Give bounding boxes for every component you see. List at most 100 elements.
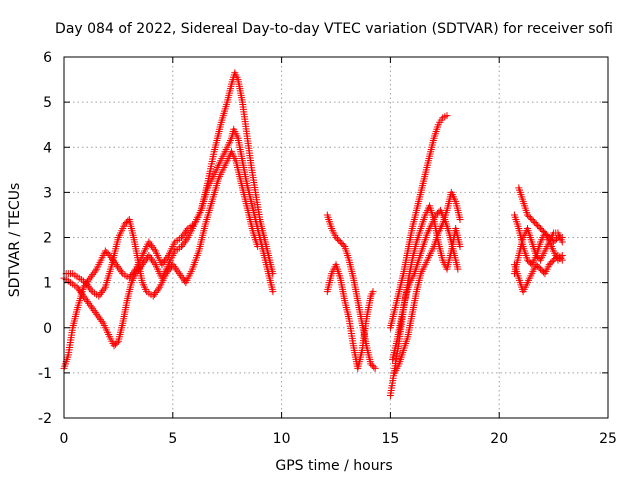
data-point — [114, 262, 122, 270]
data-point — [97, 289, 105, 297]
data-point — [526, 214, 534, 222]
data-point — [269, 288, 277, 296]
data-point — [152, 289, 160, 297]
data-point — [178, 243, 186, 251]
series-track-7 — [386, 112, 451, 332]
data-point — [532, 220, 540, 228]
data-point — [122, 218, 130, 226]
data-point — [553, 235, 561, 243]
data-point — [537, 265, 545, 273]
data-point — [180, 239, 188, 247]
data-point — [534, 221, 542, 229]
data-point — [87, 303, 95, 311]
data-point — [170, 262, 178, 270]
data-point — [525, 258, 533, 266]
data-point — [548, 258, 556, 266]
data-point — [545, 261, 553, 269]
data-point — [456, 243, 464, 251]
data-point — [146, 240, 154, 248]
data-point — [111, 340, 119, 348]
data-point — [82, 279, 90, 287]
data-point — [115, 264, 123, 272]
data-point — [534, 253, 542, 261]
data-point — [537, 224, 545, 232]
data-point — [162, 255, 170, 263]
data-point — [179, 275, 187, 283]
data-point — [141, 257, 149, 265]
data-point — [100, 285, 108, 293]
data-point — [535, 223, 543, 231]
y-tick-label: 0 — [43, 321, 52, 337]
data-point — [531, 218, 539, 226]
data-point — [183, 235, 191, 243]
data-point — [177, 271, 185, 279]
data-point — [369, 288, 377, 296]
x-tick-label: 10 — [273, 431, 291, 447]
y-tick-label: 2 — [43, 231, 52, 247]
data-point — [73, 283, 81, 291]
data-point — [98, 317, 106, 325]
data-point — [542, 230, 550, 238]
data-point — [95, 292, 103, 300]
data-point — [77, 289, 85, 297]
data-point — [86, 284, 94, 292]
x-tick-label: 15 — [381, 431, 399, 447]
data-point — [525, 212, 533, 220]
data-point — [181, 228, 189, 236]
data-point — [149, 257, 157, 265]
data-point — [150, 259, 158, 267]
data-point — [86, 274, 94, 282]
data-point — [117, 268, 125, 276]
data-point — [528, 215, 536, 223]
data-point — [557, 255, 565, 263]
data-point — [116, 266, 124, 274]
data-point — [96, 290, 104, 298]
y-tick-label: 6 — [43, 50, 52, 66]
series-track-1 — [60, 69, 277, 372]
data-point — [158, 261, 166, 269]
data-point — [103, 249, 111, 257]
data-point — [154, 285, 162, 293]
data-point — [90, 307, 98, 315]
data-point — [174, 268, 182, 276]
data-point — [89, 305, 97, 313]
data-point — [454, 265, 462, 273]
data-point — [99, 287, 107, 295]
data-point — [80, 292, 88, 300]
data-point — [529, 217, 537, 225]
series-track-9 — [391, 188, 464, 377]
data-point — [94, 312, 102, 320]
data-point — [113, 339, 121, 347]
data-point — [523, 211, 531, 219]
data-point — [169, 261, 177, 269]
grid-lines — [64, 57, 608, 418]
data-point — [93, 310, 101, 318]
data-point — [162, 270, 170, 278]
data-point — [161, 257, 169, 265]
y-tick-label: -1 — [38, 366, 52, 382]
data-point — [151, 290, 159, 298]
data-point — [368, 361, 376, 369]
data-point — [180, 230, 188, 238]
data-point — [558, 238, 566, 246]
data-point — [535, 264, 543, 272]
x-tick-label: 0 — [60, 431, 69, 447]
y-tick-label: 4 — [43, 140, 52, 156]
data-point — [153, 287, 161, 295]
data-point — [538, 226, 546, 234]
data-point — [165, 266, 173, 274]
data-point — [147, 242, 155, 250]
data-point — [332, 234, 340, 241]
data-point — [85, 299, 93, 307]
series-track-3 — [62, 148, 262, 300]
data-point — [76, 287, 84, 295]
data-point — [175, 270, 183, 278]
x-tick-label: 5 — [168, 431, 177, 447]
data-point — [87, 286, 95, 294]
data-point — [523, 256, 531, 264]
data-point — [147, 255, 155, 263]
data-point — [101, 247, 109, 255]
data-point — [149, 292, 157, 300]
data-point — [95, 314, 103, 322]
